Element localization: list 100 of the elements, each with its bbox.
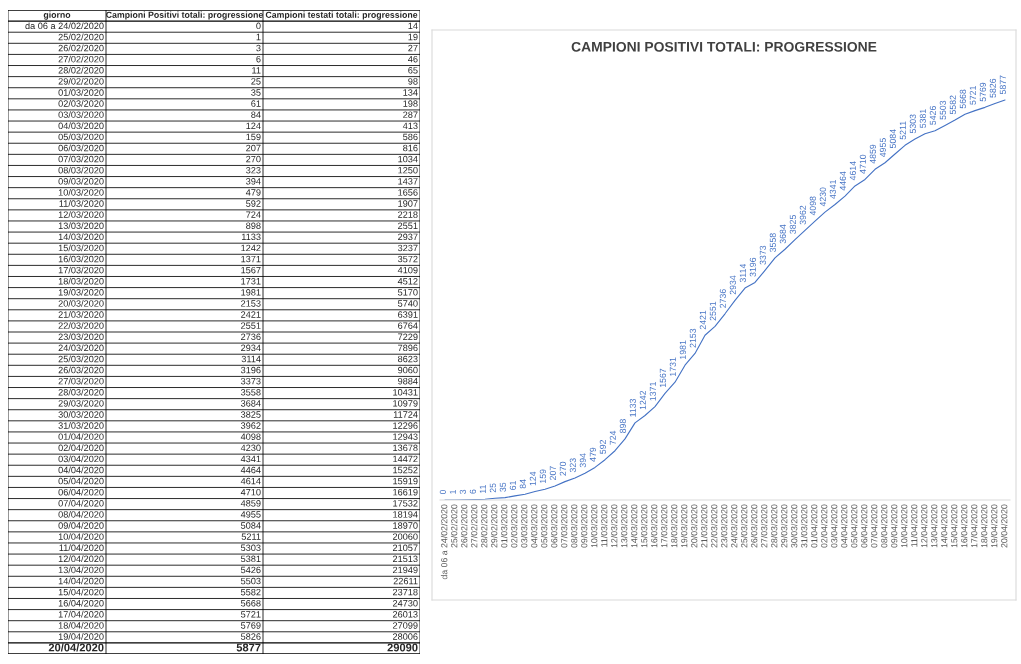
category-label: 01/04/2020 xyxy=(58,433,104,440)
data-label: 15252 xyxy=(393,466,418,474)
data-label: 1242 xyxy=(639,390,646,410)
category-label: 26/02/2020 xyxy=(58,44,104,52)
data-label: 5877 xyxy=(236,643,261,652)
x-tick-label: 03/03/2020 xyxy=(520,504,528,548)
data-label: 25 xyxy=(251,78,261,85)
category-label: 07/04/2020 xyxy=(58,499,104,507)
data-label: 5503 xyxy=(240,577,261,585)
data-label: 3373 xyxy=(240,377,261,385)
x-tick-label: 05/04/2020 xyxy=(850,504,858,548)
category-label: 17/03/2020 xyxy=(58,266,104,274)
data-label: 124 xyxy=(529,471,536,486)
data-label: 3825 xyxy=(240,411,261,418)
category-label: 01/03/2020 xyxy=(58,89,104,96)
x-tick-label: 15/04/2020 xyxy=(950,504,958,548)
text: Campioni Positivi totali: progressione xyxy=(106,11,263,20)
x-tick-label: 02/03/2020 xyxy=(510,504,518,548)
data-label: 4230 xyxy=(240,444,261,452)
data-label: 5721 xyxy=(969,86,976,105)
x-tick-label: 14/04/2020 xyxy=(940,504,948,548)
data-label: 5582 xyxy=(949,95,956,115)
data-label: 287 xyxy=(403,111,418,118)
data-label: 7229 xyxy=(398,333,418,341)
data-label: 134 xyxy=(403,89,418,96)
data-label: 8623 xyxy=(398,355,418,363)
data-label: 479 xyxy=(589,447,596,462)
category-label: 16/03/2020 xyxy=(58,255,104,263)
data-label: 10431 xyxy=(393,389,418,396)
category-label: 25/03/2020 xyxy=(58,355,104,363)
data-label: 198 xyxy=(403,100,418,107)
data-label: 61 xyxy=(509,480,516,490)
data-label: 270 xyxy=(246,155,261,163)
data-label: 1133 xyxy=(241,233,261,241)
x-tick-label: 14/03/2020 xyxy=(630,504,638,548)
x-tick-label: 29/02/2020 xyxy=(490,504,498,548)
data-label: 5740 xyxy=(397,300,418,307)
x-tick-label: 23/03/2020 xyxy=(720,504,728,548)
data-label: 124 xyxy=(246,122,261,129)
data-label: 4341 xyxy=(829,179,836,199)
x-tick-label: 04/04/2020 xyxy=(840,504,848,548)
data-label: 4464 xyxy=(240,466,261,474)
data-label: 5769 xyxy=(240,622,261,629)
data-label: 2153 xyxy=(241,300,261,307)
x-tick-label: 05/03/2020 xyxy=(540,504,548,548)
data-label: 2551 xyxy=(241,322,261,329)
data-label: 4230 xyxy=(819,187,826,207)
category-label: 11/03/2020 xyxy=(59,200,104,207)
data-label: 11724 xyxy=(393,411,418,418)
data-label: 413 xyxy=(402,122,418,130)
x-tick-label: 11/03/2020 xyxy=(600,504,608,547)
category-label: 06/04/2020 xyxy=(58,488,104,496)
data-label: 0 xyxy=(439,489,446,495)
data-label: 1250 xyxy=(398,166,418,174)
category-label: 05/04/2020 xyxy=(58,477,104,485)
category-label: 10/04/2020 xyxy=(58,533,104,540)
data-label: 2934 xyxy=(729,275,736,295)
data-label: 16619 xyxy=(393,488,418,496)
category-label: 22/03/2020 xyxy=(58,322,104,329)
category-label: 13/04/2020 xyxy=(58,566,104,574)
data-label: 21949 xyxy=(392,566,418,574)
data-label: 21513 xyxy=(392,555,418,563)
data-label: 2736 xyxy=(241,333,261,341)
data-label: 5170 xyxy=(397,289,418,296)
category-label: 02/04/2020 xyxy=(58,444,104,452)
data-label: 3558 xyxy=(240,389,261,396)
x-tick-label: 19/03/2020 xyxy=(680,504,688,548)
x-tick-label: 08/04/2020 xyxy=(880,504,888,548)
data-label: 1907 xyxy=(398,200,418,207)
data-label: 3114 xyxy=(739,263,746,283)
x-tick-label: 17/04/2020 xyxy=(970,504,978,548)
x-tick-label: 12/03/2020 xyxy=(610,504,618,548)
data-label: 4859 xyxy=(869,144,876,164)
data-label: 724 xyxy=(246,211,261,218)
x-tick-label: 20/03/2020 xyxy=(690,504,698,548)
data-label: 19 xyxy=(408,33,418,41)
data-label: 6 xyxy=(469,489,476,494)
data-label: 4341 xyxy=(240,455,261,463)
x-tick-label: 29/03/2020 xyxy=(780,504,788,548)
data-label: 1731 xyxy=(241,278,261,285)
data-label: 159 xyxy=(539,469,546,483)
data-label: 23718 xyxy=(392,588,418,596)
data-label: 61 xyxy=(251,100,261,107)
x-tick-label: 17/03/2020 xyxy=(660,504,668,548)
data-label: 5826 xyxy=(240,633,261,640)
x-tick-label: 26/02/2020 xyxy=(460,504,468,548)
x-tick-label: 07/03/2020 xyxy=(560,504,568,548)
data-label: 22611 xyxy=(393,577,418,585)
data-label: 898 xyxy=(619,419,626,433)
data-label: 17532 xyxy=(393,500,418,507)
x-tick-label: 28/03/2020 xyxy=(770,504,778,548)
data-label: 586 xyxy=(403,133,418,141)
data-label: 159 xyxy=(246,133,261,141)
data-label: 11 xyxy=(252,67,261,74)
data-label: 2421 xyxy=(241,311,261,318)
category-label: 14/04/2020 xyxy=(58,577,104,585)
data-label: 3196 xyxy=(749,257,756,277)
category-label: 18/03/2020 xyxy=(58,277,104,285)
x-tick-label: 31/03/2020 xyxy=(800,504,808,548)
x-tick-label: 21/03/2020 xyxy=(700,504,708,548)
